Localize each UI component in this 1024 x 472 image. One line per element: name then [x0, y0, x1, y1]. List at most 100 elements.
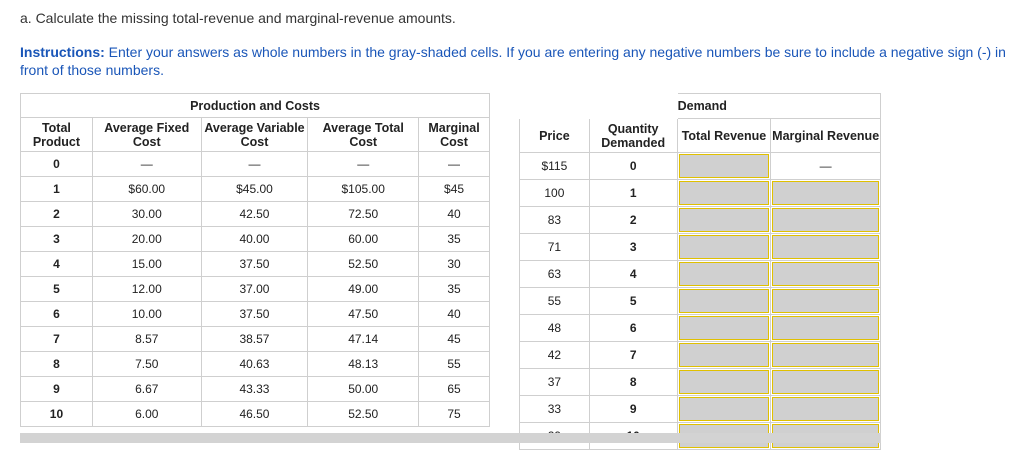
- marginal-revenue-input[interactable]: [772, 235, 879, 259]
- demand-input-cell: [676, 233, 772, 261]
- demand-row: 71 3: [519, 233, 881, 261]
- marginal-revenue-input[interactable]: [772, 316, 879, 340]
- demand-input-cell: [770, 260, 881, 288]
- production-cell: 6.00: [91, 401, 202, 427]
- production-cell: 46.50: [200, 401, 309, 427]
- production-cell: 8.57: [91, 326, 202, 352]
- header-average-total-cost: Average Total Cost: [307, 117, 420, 152]
- production-costs-table: Production and Costs Total Product Avera…: [20, 93, 490, 427]
- marginal-revenue-input[interactable]: [772, 343, 879, 367]
- production-row: 5 12.00 37.00 49.00 35: [20, 276, 490, 302]
- production-cell: 4: [20, 251, 93, 277]
- header-average-variable-cost: Average Variable Cost: [200, 117, 309, 152]
- marginal-revenue-input[interactable]: [772, 370, 879, 394]
- demand-input-cell: [770, 206, 881, 234]
- demand-row: 55 5: [519, 287, 881, 315]
- total-revenue-input[interactable]: [678, 289, 770, 313]
- demand-cell: 100: [519, 179, 590, 207]
- production-cell: 10: [20, 401, 93, 427]
- marginal-revenue-input[interactable]: [772, 208, 879, 232]
- instructions-text: Instructions: Enter your answers as whol…: [20, 43, 1024, 79]
- demand-input-cell: [770, 341, 881, 369]
- production-cell: 9: [20, 376, 93, 402]
- production-cell: 35: [418, 226, 490, 252]
- demand-row: 33 9: [519, 395, 881, 423]
- total-revenue-input[interactable]: [678, 397, 770, 421]
- demand-cell: 1: [588, 179, 678, 207]
- demand-cell: 63: [519, 260, 590, 288]
- production-cell: 55: [418, 351, 490, 377]
- marginal-revenue-input[interactable]: [772, 397, 879, 421]
- production-cell: 49.00: [307, 276, 420, 302]
- production-cell: $60.00: [91, 176, 202, 202]
- production-costs-title: Production and Costs: [20, 93, 490, 118]
- production-cell: 10.00: [91, 301, 202, 327]
- production-cell: 47.50: [307, 301, 420, 327]
- production-cell: 5: [20, 276, 93, 302]
- demand-cell: —: [770, 152, 881, 180]
- demand-cell: 83: [519, 206, 590, 234]
- production-cell: 37.50: [200, 251, 309, 277]
- production-cell: 50.00: [307, 376, 420, 402]
- marginal-revenue-input[interactable]: [772, 262, 879, 286]
- total-revenue-input[interactable]: [678, 181, 770, 205]
- demand-row: $115 0 —: [519, 152, 881, 180]
- production-cell: 12.00: [91, 276, 202, 302]
- production-row: 2 30.00 42.50 72.50 40: [20, 201, 490, 227]
- production-cell: 20.00: [91, 226, 202, 252]
- total-revenue-input[interactable]: [678, 262, 770, 286]
- total-revenue-input[interactable]: [678, 154, 770, 178]
- total-revenue-input[interactable]: [678, 370, 770, 394]
- header-marginal-revenue: Marginal Revenue: [770, 118, 881, 153]
- production-cell: 8: [20, 351, 93, 377]
- production-cell: 40.00: [200, 226, 309, 252]
- demand-row: 83 2: [519, 206, 881, 234]
- total-revenue-input[interactable]: [678, 343, 770, 367]
- production-cell: 30: [418, 251, 490, 277]
- production-cell: $105.00: [307, 176, 420, 202]
- demand-cell: 3: [588, 233, 678, 261]
- demand-row: 48 6: [519, 314, 881, 342]
- production-cell: 15.00: [91, 251, 202, 277]
- instructions-body: Enter your answers as whole numbers in t…: [20, 44, 1006, 78]
- demand-title: Demand: [676, 93, 882, 119]
- demand-row: 100 1: [519, 179, 881, 207]
- production-cell: 42.50: [200, 201, 309, 227]
- demand-cell: 5: [588, 287, 678, 315]
- production-row: 3 20.00 40.00 60.00 35: [20, 226, 490, 252]
- production-cell: 60.00: [307, 226, 420, 252]
- header-marginal-cost: Marginal Cost: [418, 117, 490, 152]
- demand-input-cell: [676, 395, 772, 423]
- total-revenue-input[interactable]: [678, 235, 770, 259]
- production-cell: 7.50: [91, 351, 202, 377]
- demand-row: 42 7: [519, 341, 881, 369]
- demand-input-cell: [676, 152, 772, 180]
- production-row: 7 8.57 38.57 47.14 45: [20, 326, 490, 352]
- production-cell: 30.00: [91, 201, 202, 227]
- production-cell: 2: [20, 201, 93, 227]
- header-quantity-demanded: Quantity Demanded: [588, 118, 678, 153]
- demand-cell: 4: [588, 260, 678, 288]
- demand-cell: 48: [519, 314, 590, 342]
- production-row: 6 10.00 37.50 47.50 40: [20, 301, 490, 327]
- header-total-product: Total Product: [20, 117, 93, 152]
- demand-row: 37 8: [519, 368, 881, 396]
- demand-table: Demand Price Quantity Demanded Total Rev…: [519, 93, 882, 450]
- production-cell: 65: [418, 376, 490, 402]
- production-row: 4 15.00 37.50 52.50 30: [20, 251, 490, 277]
- production-row: 10 6.00 46.50 52.50 75: [20, 401, 490, 427]
- production-cell: —: [418, 151, 490, 177]
- production-cell: 45: [418, 326, 490, 352]
- marginal-revenue-input[interactable]: [772, 289, 879, 313]
- marginal-revenue-input[interactable]: [772, 181, 879, 205]
- demand-input-cell: [770, 395, 881, 423]
- production-cell: 3: [20, 226, 93, 252]
- demand-input-cell: [770, 179, 881, 207]
- production-cell: 75: [418, 401, 490, 427]
- total-revenue-input[interactable]: [678, 208, 770, 232]
- production-cell: $45.00: [200, 176, 309, 202]
- demand-cell: 42: [519, 341, 590, 369]
- total-revenue-input[interactable]: [678, 316, 770, 340]
- production-cell: 7: [20, 326, 93, 352]
- production-cell: 37.50: [200, 301, 309, 327]
